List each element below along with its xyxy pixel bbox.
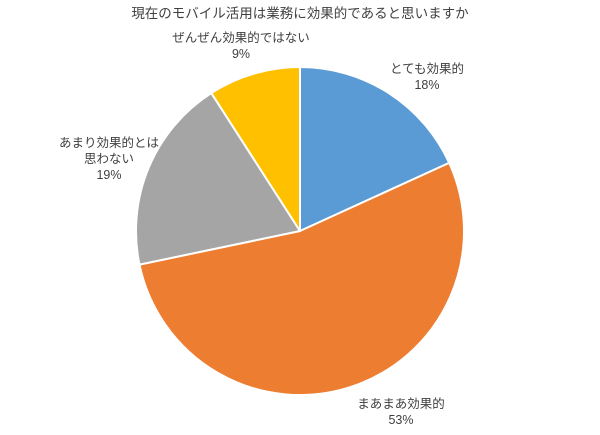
- label-somewhat-effective: まあまあ効果的 53%: [357, 396, 445, 428]
- pie-slice-somewhat-effective: [138, 161, 465, 397]
- pie-slice-not-very-effective: [135, 92, 301, 266]
- label-line: あまり効果的とは: [58, 136, 160, 150]
- pie-slice-not-at-all-effective: [210, 66, 301, 232]
- label-line: とても効果的: [389, 62, 465, 76]
- label-value: 18%: [414, 78, 440, 92]
- chart-title: 現在のモバイル活用は業務に効果的であると思いますか: [131, 6, 469, 21]
- pie-slice-very-effective: [299, 66, 451, 232]
- label-value: 9%: [231, 47, 251, 61]
- label-not-at-all-effective: ぜんぜん効果的ではない 9%: [172, 30, 310, 62]
- label-line: 思わない: [83, 152, 135, 166]
- label-value: 19%: [96, 168, 122, 182]
- label-line: まあまあ効果的: [357, 397, 445, 411]
- label-value: 53%: [388, 413, 414, 427]
- label-very-effective: とても効果的 18%: [390, 61, 464, 93]
- label-not-very-effective: あまり効果的とは 思わない 19%: [59, 135, 159, 183]
- label-line: ぜんぜん効果的ではない: [172, 31, 310, 45]
